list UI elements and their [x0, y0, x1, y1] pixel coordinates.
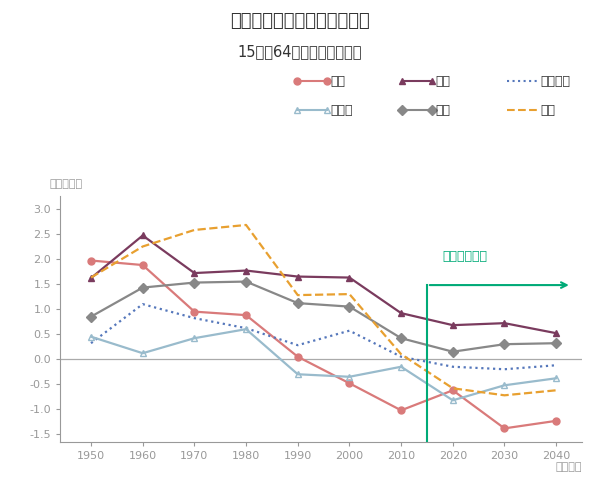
- 米国: [294, 300, 301, 306]
- 米国: [449, 349, 457, 355]
- 米国: [398, 335, 405, 341]
- ドイツ: [88, 334, 95, 340]
- フランス: [501, 366, 508, 372]
- ドイツ: [191, 335, 198, 341]
- 中国: [346, 291, 353, 297]
- 豪州: [398, 310, 405, 316]
- フランス: [553, 362, 560, 368]
- Text: （年率％）: （年率％）: [50, 179, 83, 189]
- Text: （年代）: （年代）: [556, 462, 582, 471]
- フランス: [242, 325, 250, 331]
- 日本: [191, 309, 198, 315]
- ドイツ: [501, 382, 508, 388]
- Line: 中国: 中国: [91, 225, 556, 395]
- 日本: [553, 418, 560, 424]
- 中国: [553, 387, 560, 393]
- 豪州: [449, 322, 457, 328]
- 米国: [242, 278, 250, 284]
- ドイツ: [398, 364, 405, 370]
- 豪州: [346, 274, 353, 280]
- Text: ドイツ: ドイツ: [330, 104, 353, 117]
- 豪州: [242, 268, 250, 273]
- 中国: [501, 392, 508, 398]
- ドイツ: [449, 397, 457, 403]
- フランス: [398, 354, 405, 360]
- Text: 世界銀行予測: 世界銀行予測: [442, 250, 487, 263]
- 日本: [501, 425, 508, 431]
- Line: 日本: 日本: [88, 257, 560, 432]
- Text: 日本: 日本: [330, 75, 345, 87]
- 米国: [501, 341, 508, 347]
- Text: 米国: 米国: [435, 104, 450, 117]
- 中国: [191, 227, 198, 233]
- フランス: [346, 327, 353, 333]
- 中国: [398, 351, 405, 357]
- 日本: [449, 387, 457, 393]
- 日本: [88, 258, 95, 264]
- ドイツ: [294, 371, 301, 377]
- Line: フランス: フランス: [91, 304, 556, 369]
- 豪州: [294, 273, 301, 279]
- 日本: [346, 381, 353, 386]
- フランス: [191, 315, 198, 321]
- ドイツ: [553, 375, 560, 381]
- ドイツ: [242, 326, 250, 332]
- 中国: [242, 222, 250, 228]
- Text: 中国: 中国: [540, 104, 555, 117]
- Text: 豪州: 豪州: [435, 75, 450, 87]
- 豪州: [88, 275, 95, 281]
- 豪州: [139, 233, 146, 239]
- 米国: [88, 314, 95, 320]
- 米国: [346, 303, 353, 309]
- 中国: [139, 244, 146, 249]
- 中国: [88, 274, 95, 280]
- フランス: [88, 340, 95, 346]
- フランス: [139, 301, 146, 307]
- Line: 米国: 米国: [88, 278, 560, 355]
- 米国: [139, 285, 146, 291]
- 中国: [449, 385, 457, 391]
- 豪州: [553, 330, 560, 336]
- フランス: [449, 364, 457, 370]
- 日本: [242, 312, 250, 318]
- ドイツ: [139, 350, 146, 356]
- 米国: [191, 280, 198, 286]
- 豪州: [501, 320, 508, 326]
- 中国: [294, 292, 301, 298]
- フランス: [294, 342, 301, 348]
- 日本: [139, 262, 146, 268]
- 豪州: [191, 270, 198, 276]
- ドイツ: [346, 374, 353, 380]
- 日本: [398, 408, 405, 413]
- 米国: [553, 340, 560, 346]
- Line: 豪州: 豪州: [88, 232, 560, 337]
- Text: －　世界銀行の人口推計　－: － 世界銀行の人口推計 －: [230, 12, 370, 30]
- Text: 15歳～64歳の労働可能人口: 15歳～64歳の労働可能人口: [238, 44, 362, 59]
- 日本: [294, 354, 301, 360]
- Text: フランス: フランス: [540, 75, 570, 87]
- Line: ドイツ: ドイツ: [88, 326, 560, 404]
